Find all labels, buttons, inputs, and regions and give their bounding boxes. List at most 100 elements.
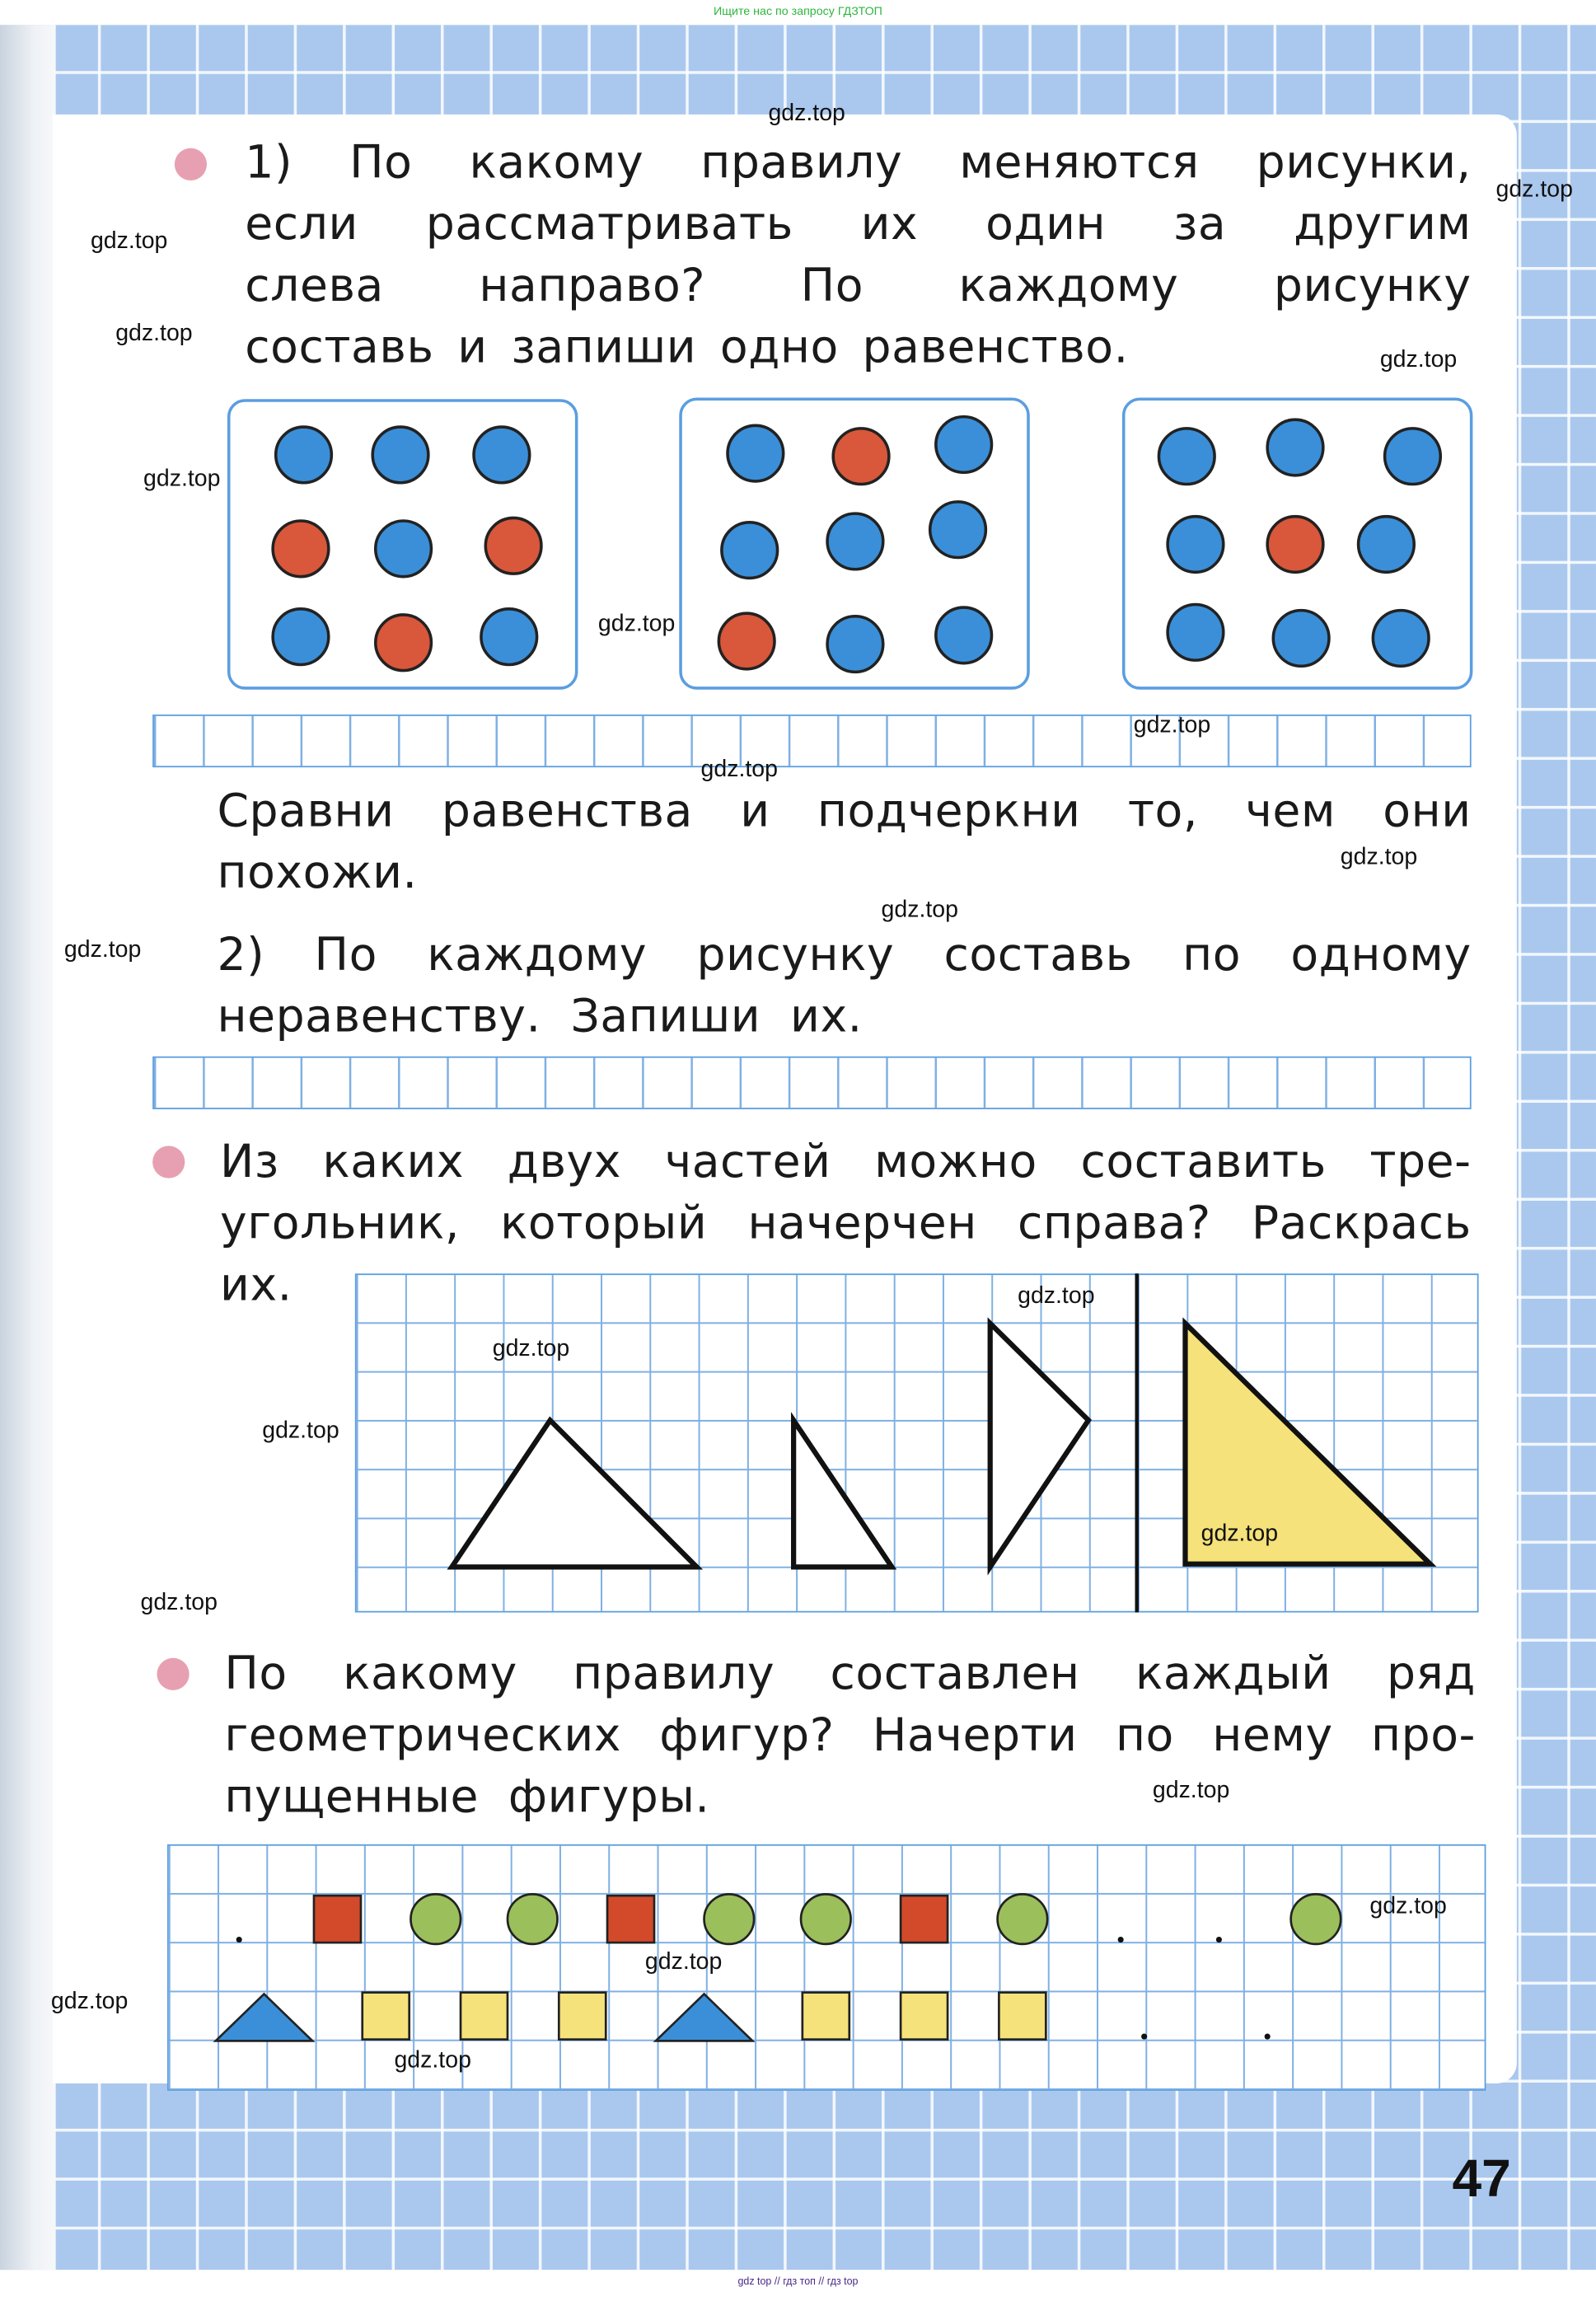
task3-line: По какому правилу составлен каждый ряд: [224, 1647, 1476, 1701]
circles-picture-3: [1121, 397, 1473, 690]
footer-note: gdz top // гдз топ // гдз top: [737, 2277, 859, 2288]
watermark: gdz.top: [90, 228, 168, 254]
part2-text: 2) По каждому рисунку составь по одному …: [217, 925, 1471, 1048]
watermark: gdz.top: [644, 1950, 723, 1975]
blue-circle: [934, 606, 994, 665]
red-circle: [1266, 514, 1325, 574]
compare-line: похожи.: [217, 846, 418, 900]
blue-circle: [1166, 514, 1225, 574]
watermark: gdz.top: [1379, 347, 1458, 373]
watermark: gdz.top: [394, 2048, 471, 2074]
blue-circle: [373, 519, 433, 579]
triangle-part-2[interactable]: [791, 1412, 897, 1570]
header-note: Ищите нас по запросу ГДЗТОП: [714, 4, 882, 18]
watermark: gdz.top: [1340, 845, 1418, 870]
red-circle: [717, 612, 776, 671]
blue-circle: [1356, 514, 1416, 574]
yellow-square: [459, 1991, 509, 2041]
red-circle: [831, 427, 891, 486]
blue-circle: [1266, 418, 1325, 477]
green-circle: [996, 1893, 1049, 1946]
blue-triangle: [653, 1992, 756, 2042]
blue-circle: [720, 521, 779, 580]
yellow-square: [998, 1991, 1047, 2041]
green-circle: [703, 1893, 756, 1946]
blue-circle: [1166, 602, 1225, 662]
watermark: gdz.top: [492, 1336, 570, 1362]
bullet-task3: [157, 1657, 190, 1690]
task3-line: геометрических фигур? Начерти по нему пр…: [224, 1709, 1476, 1763]
blue-circle: [472, 425, 531, 485]
task1-line: составь и запиши одно равенство.: [245, 321, 1129, 374]
task2-line: Из каких двух частей можно составить тре…: [220, 1135, 1472, 1189]
task3-text: По какому правилу составлен каждый ряд г…: [224, 1643, 1476, 1828]
yellow-square: [361, 1991, 411, 2041]
blue-circle: [271, 607, 330, 667]
watermark: gdz.top: [1133, 713, 1211, 738]
task2-line: угольник, который начерчен справа? Раскр…: [220, 1197, 1472, 1250]
blue-circle: [934, 415, 994, 475]
blue-circle: [928, 500, 988, 560]
watermark: gdz.top: [50, 1989, 129, 2015]
watermark: gdz.top: [881, 897, 958, 923]
watermark: gdz.top: [63, 937, 142, 963]
red-circle: [484, 516, 543, 575]
watermark: gdz.top: [1201, 1521, 1279, 1547]
dot-marker: [1141, 2033, 1148, 2040]
blue-circle: [1157, 427, 1216, 486]
red-square: [899, 1894, 949, 1944]
yellow-square: [801, 1991, 851, 2041]
compare-text: Сравни равенства и подчеркни то, чем они…: [217, 780, 1471, 904]
blue-circle: [826, 512, 885, 571]
blue-circle: [826, 614, 885, 674]
task2-line: их.: [220, 1258, 293, 1312]
task1-line: 1) По какому правилу меняются рисунки,: [245, 136, 1472, 190]
red-circle: [271, 519, 330, 579]
triangle-part-3[interactable]: [987, 1317, 1093, 1576]
blue-circle: [1271, 608, 1331, 668]
task1-text: 1) По какому правилу меняются рисунки, е…: [245, 132, 1471, 378]
green-circle: [506, 1893, 559, 1946]
blue-circle: [274, 425, 334, 485]
red-square: [606, 1894, 656, 1944]
watermark: gdz.top: [700, 757, 778, 782]
blue-circle: [1371, 608, 1430, 668]
blue-circle: [1383, 427, 1443, 486]
watermark: gdz.top: [1152, 1778, 1230, 1803]
part2-line: 2) По каждому рисунку составь по одному: [217, 928, 1472, 982]
task3-line: пущенные фигуры.: [224, 1770, 710, 1824]
task2-text: Из каких двух частей можно составить тре…: [220, 1132, 1472, 1316]
circles-picture-2: [679, 397, 1030, 690]
dot-marker: [1215, 1936, 1222, 1943]
watermark: gdz.top: [597, 612, 676, 637]
watermark: gdz.top: [143, 466, 221, 492]
page-number: 47: [1452, 2148, 1511, 2209]
compare-line: Сравни равенства и подчеркни то, чем они: [217, 785, 1472, 838]
dot-marker: [1117, 1936, 1124, 1943]
part2-line: неравенству. Запиши их.: [217, 990, 863, 1043]
red-square: [312, 1894, 363, 1944]
watermark: gdz.top: [1018, 1283, 1095, 1310]
watermark: gdz.top: [768, 101, 845, 127]
page-fold: [0, 25, 56, 2271]
pattern-grid[interactable]: [166, 1844, 1486, 2091]
yellow-square: [899, 1991, 949, 2041]
watermark: gdz.top: [140, 1590, 218, 1616]
watermark: gdz.top: [115, 321, 193, 347]
answer-grid-inequalities[interactable]: [152, 1056, 1472, 1109]
bullet-task2: [152, 1146, 185, 1179]
task1-line: если рассматривать их один за другим: [245, 198, 1472, 251]
green-circle: [799, 1893, 852, 1946]
blue-circle: [371, 425, 430, 485]
circles-picture-1: [227, 399, 578, 690]
task1-line: слева направо? По каждому рисунку: [245, 260, 1472, 313]
watermark: gdz.top: [1369, 1894, 1447, 1919]
yellow-square: [557, 1991, 607, 2041]
blue-circle: [726, 424, 785, 483]
answer-grid-equalities[interactable]: [152, 715, 1472, 768]
dot-marker: [1264, 2033, 1271, 2040]
bullet-task1: [174, 148, 208, 180]
blue-circle: [480, 607, 539, 667]
triangle-part-1[interactable]: [447, 1416, 704, 1570]
